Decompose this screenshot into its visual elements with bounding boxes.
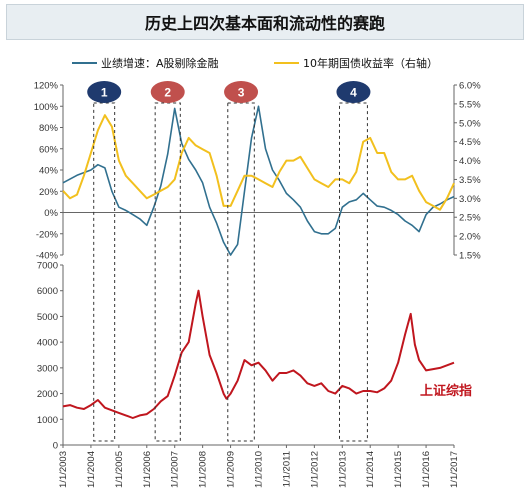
right-tick-label: 5.5% (459, 99, 481, 110)
right-tick-label: 5.0% (459, 118, 481, 129)
bottom-tick-label: 3000 (37, 363, 58, 374)
bottom-tick-label: 5000 (37, 312, 58, 323)
x-tick-label: 1/1/2007 (170, 451, 181, 488)
legend-label-growth: 业绩增速：A股剔除金融 (101, 56, 219, 70)
chart-title-bar: 历史上四次基本面和流动性的赛跑 (6, 4, 524, 40)
right-tick-label: 2.0% (459, 232, 481, 243)
bottom-tick-label: 7000 (37, 261, 58, 272)
bottom-tick-label: 1000 (37, 415, 58, 426)
bottom-panel: 0 1000 2000 3000 4000 5000 6000 7000 1/1/2003 1/1… (37, 261, 472, 488)
right-tick-label: 2.5% (459, 213, 481, 224)
chart-title: 历史上四次基本面和流动性的赛跑 (144, 14, 385, 33)
bottom-tick-label: 4000 (37, 338, 58, 349)
bottom-tick-label: 2000 (37, 389, 58, 400)
left-tick-label: 120% (34, 81, 59, 92)
x-tick-label: 1/1/2013 (337, 451, 348, 488)
period-badge-1 (87, 81, 122, 103)
growth-line (62, 105, 455, 256)
x-tick-label: 1/1/2017 (449, 451, 460, 488)
x-tick-label: 1/1/2003 (58, 451, 69, 488)
left-tick-label: 40% (39, 166, 59, 177)
legend: 业绩增速：A股剔除金融 10年期国债收益率（右轴） (72, 56, 438, 70)
x-tick-label: 1/1/2014 (365, 451, 376, 488)
right-tick-label: 4.0% (459, 156, 481, 167)
index-line (62, 289, 455, 419)
x-tick-label: 1/1/2004 (86, 451, 97, 488)
period-badge-3 (224, 81, 259, 103)
right-tick-label: 1.5% (459, 251, 481, 262)
x-tick-label: 1/1/2005 (114, 451, 125, 488)
right-tick-label: 6.0% (459, 81, 481, 92)
x-tick-label: 1/1/2011 (281, 451, 292, 487)
x-tick-label: 1/1/2006 (142, 451, 153, 488)
x-tick-label: 1/1/2008 (198, 451, 209, 488)
period-badge-4 (336, 81, 371, 103)
left-tick-label: 0% (44, 208, 58, 219)
period-badges: 1 2 3 4 (87, 81, 371, 442)
x-tick-label: 1/1/2015 (393, 451, 404, 488)
right-tick-label: 3.5% (459, 175, 481, 186)
x-tick-label: 1/1/2016 (421, 451, 432, 488)
period-badge-label: 4 (350, 86, 357, 100)
bottom-tick-label: 0 (53, 441, 58, 452)
left-tick-label: -20% (36, 229, 59, 240)
period-badge-label: 1 (101, 86, 108, 100)
left-tick-label: 60% (39, 144, 59, 155)
left-tick-label: -40% (36, 251, 59, 262)
right-tick-label: 3.0% (459, 194, 481, 205)
left-tick-label: 80% (39, 123, 59, 134)
period-badge-label: 2 (164, 86, 171, 100)
left-tick-label: 20% (39, 187, 59, 198)
yield-line (62, 114, 455, 211)
period-badge-2 (150, 81, 185, 103)
left-tick-label: 100% (34, 102, 59, 113)
bottom-tick-label: 6000 (37, 286, 58, 297)
period-box-3 (227, 102, 255, 442)
period-badge-label: 3 (238, 86, 245, 100)
legend-label-yield: 10年期国债收益率（右轴） (303, 56, 438, 70)
top-panel: -40% -20% 0% 20% 40% 60% 80% 100% 120% 1.5% 2.0% 2.… (34, 81, 482, 262)
right-tick-label: 4.5% (459, 137, 481, 148)
x-tick-label: 1/1/2012 (309, 451, 320, 488)
x-tick-label: 1/1/2010 (254, 451, 265, 488)
x-tick-label: 1/1/2009 (226, 451, 237, 488)
index-series-label: 上证综指 (420, 383, 472, 399)
period-box-1 (93, 102, 116, 442)
